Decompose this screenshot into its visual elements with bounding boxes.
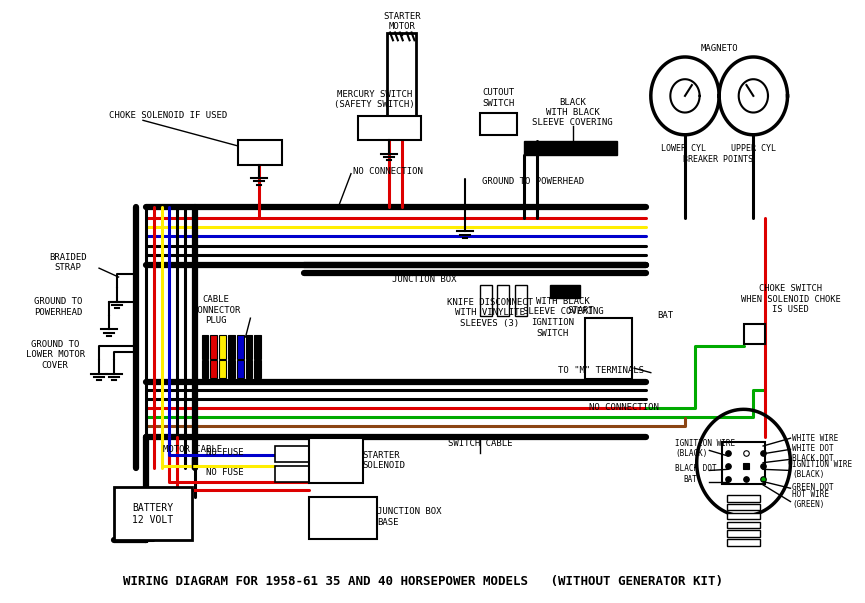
Bar [497, 285, 509, 316]
Bar [727, 495, 760, 502]
Bar [238, 140, 282, 165]
Text: CABLE
CONNECTOR
PLUG: CABLE CONNECTOR PLUG [192, 295, 240, 325]
Text: NO FUSE: NO FUSE [206, 448, 244, 457]
Text: BLACK DOT: BLACK DOT [676, 464, 717, 473]
Bar [202, 335, 208, 359]
Bar [219, 335, 226, 359]
Text: TO "M" TERMINALS: TO "M" TERMINALS [558, 366, 644, 375]
Text: STARTER
SOLENOID: STARTER SOLENOID [362, 451, 406, 470]
Text: NO CONNECTION: NO CONNECTION [589, 403, 659, 412]
Text: BAT: BAT [657, 312, 674, 320]
Text: GROUND TO
POWERHEAD: GROUND TO POWERHEAD [34, 297, 82, 317]
Bar [246, 361, 253, 378]
Bar [246, 335, 253, 359]
Text: WHITE WIRE: WHITE WIRE [792, 434, 839, 443]
Bar [744, 324, 765, 344]
Bar [388, 33, 416, 116]
Text: BREAKER POINTS: BREAKER POINTS [683, 155, 753, 164]
Bar [219, 361, 226, 378]
Text: CUTOUT
SWITCH: CUTOUT SWITCH [483, 89, 515, 108]
Bar [722, 441, 765, 484]
Text: MERCURY SWITCH
(SAFETY SWITCH): MERCURY SWITCH (SAFETY SWITCH) [334, 89, 414, 109]
Bar [550, 285, 580, 298]
Bar [727, 531, 760, 537]
Text: CHOKE SWITCH
WHEN SOLENOID CHOKE
IS USED: CHOKE SWITCH WHEN SOLENOID CHOKE IS USED [740, 285, 840, 314]
Text: MOTOR CABLE: MOTOR CABLE [163, 445, 221, 454]
Text: JUNCTION BOX
BASE: JUNCTION BOX BASE [377, 508, 442, 527]
Bar [586, 318, 632, 379]
Text: IGNITION WIRE
(BLACK): IGNITION WIRE (BLACK) [792, 459, 853, 479]
Text: STARTER
MOTOR: STARTER MOTOR [383, 11, 420, 31]
Text: BLACK DOT: BLACK DOT [792, 453, 834, 463]
Text: GROUND TO
LOWER MOTOR
COVER: GROUND TO LOWER MOTOR COVER [26, 340, 85, 370]
Bar [210, 361, 217, 378]
Bar [254, 361, 261, 378]
Text: BATTERY
12 VOLT: BATTERY 12 VOLT [132, 503, 173, 525]
Text: SWITCH CABLE: SWITCH CABLE [448, 439, 512, 448]
Bar [228, 361, 234, 378]
Bar [237, 335, 244, 359]
Bar [113, 487, 192, 540]
Text: START: START [567, 306, 594, 315]
Bar [358, 116, 421, 140]
Text: HOT WIRE
(GREEN): HOT WIRE (GREEN) [792, 490, 830, 509]
Bar [254, 335, 261, 359]
Bar [275, 446, 309, 461]
Bar [480, 113, 517, 135]
Text: UPPER CYL: UPPER CYL [731, 144, 776, 153]
Text: IGNITION
SWITCH: IGNITION SWITCH [530, 318, 573, 338]
Bar [524, 142, 617, 155]
Bar [275, 466, 309, 482]
Bar [210, 335, 217, 359]
Bar [480, 285, 491, 316]
Bar [309, 438, 362, 482]
Text: GREEN DOT: GREEN DOT [792, 482, 834, 491]
Bar [309, 497, 377, 539]
Text: WIRING DIAGRAM FOR 1958-61 35 AND 40 HORSEPOWER MODELS   (WITHOUT GENERATOR KIT): WIRING DIAGRAM FOR 1958-61 35 AND 40 HOR… [123, 575, 723, 588]
Bar [228, 335, 234, 359]
Text: CHOKE SOLENOID IF USED: CHOKE SOLENOID IF USED [109, 112, 227, 121]
Text: WHITE DOT: WHITE DOT [792, 444, 834, 453]
Bar [727, 513, 760, 519]
Text: JUNCTION BOX: JUNCTION BOX [392, 275, 457, 284]
Bar [727, 504, 760, 511]
Text: NO FUSE: NO FUSE [206, 468, 244, 477]
Text: BLACK
WITH BLACK
SLEEVE COVERING: BLACK WITH BLACK SLEEVE COVERING [522, 286, 603, 317]
Bar [202, 361, 208, 378]
Text: LOWER CYL: LOWER CYL [661, 144, 706, 153]
Bar [727, 522, 760, 528]
Text: IGNITION WIRE
(BLACK): IGNITION WIRE (BLACK) [676, 438, 735, 458]
Bar [515, 285, 527, 316]
Text: BRAIDED
STRAP: BRAIDED STRAP [49, 253, 86, 273]
Bar [727, 539, 760, 546]
Text: KNIFE DISCONNECT
WITH VINYLITE
SLEEVES (3): KNIFE DISCONNECT WITH VINYLITE SLEEVES (… [446, 298, 533, 327]
Bar [237, 361, 244, 378]
Text: BLACK
WITH BLACK
SLEEVE COVERING: BLACK WITH BLACK SLEEVE COVERING [532, 98, 613, 127]
Text: MAGNETO: MAGNETO [701, 43, 738, 52]
Text: BAT: BAT [683, 475, 697, 484]
Text: GROUND TO POWERHEAD: GROUND TO POWERHEAD [482, 177, 584, 186]
Text: NO CONNECTION: NO CONNECTION [353, 167, 423, 176]
